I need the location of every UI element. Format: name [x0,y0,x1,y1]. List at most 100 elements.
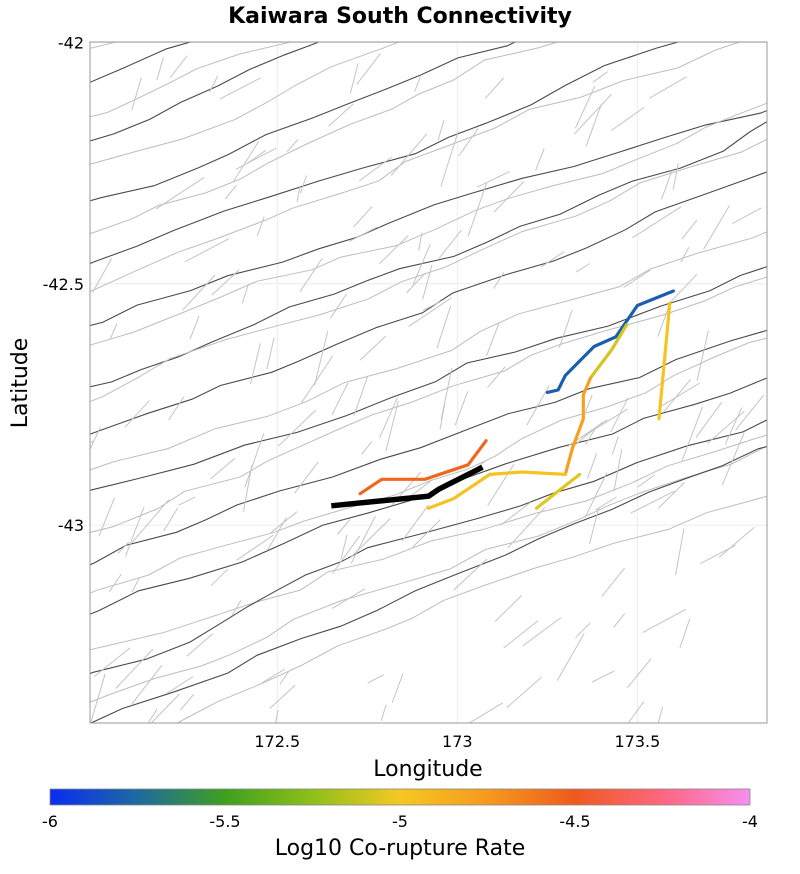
background-fault-trace [90,42,320,142]
background-fault-segment [378,235,409,265]
background-fault-segment [340,534,348,560]
background-fault-segment [131,664,163,705]
background-fault-segment [244,433,265,488]
background-fault-segment [436,305,452,349]
background-fault-trace [90,266,767,492]
background-fault-segment [627,658,652,689]
background-fault-segment [182,274,216,311]
background-fault-segment [487,366,506,388]
background-fault-segment [180,694,195,711]
colorbar [49,788,751,806]
background-fault-segment [718,526,755,558]
background-fault-segment [591,670,615,683]
background-fault-trace [90,42,681,265]
background-fault-segment [438,229,462,259]
background-fault-segment [109,323,118,340]
background-fault-segment [108,573,122,593]
background-fault-segment [437,120,445,141]
background-fault-segment [526,385,550,426]
background-fault-segment [256,216,265,237]
background-fault-trace [90,419,767,675]
background-fault-segment [408,297,452,328]
background-fault-segment [682,722,684,723]
background-fault-segment [269,684,296,709]
background-fault-segment [356,53,381,85]
background-fault-segment [632,206,682,239]
background-fault-segment [658,482,685,509]
plot-frame [89,41,768,724]
background-fault-trace [90,138,767,403]
background-fault-segment [484,77,504,99]
background-fault-segment [90,427,101,451]
background-fault-segment [337,519,351,535]
background-fault-segment [627,701,645,723]
background-fault-segment [274,709,279,723]
background-fault-segment [522,617,562,647]
background-fault-trace [90,434,767,651]
background-fault-segment [166,676,194,694]
background-fault-segment [585,104,602,147]
colorbar-tick-label: -4 [742,812,758,831]
background-fault-trace [90,102,767,347]
colorbar-ticks: -6 -5.5 -5 -4.5 -4 [42,812,758,831]
background-fault-segment [299,257,323,292]
background-fault-trace [90,120,767,388]
background-fault-segment [695,401,723,438]
background-fault-segment [279,670,290,685]
background-fault-segment [477,171,510,188]
background-fault-segment [574,93,612,135]
background-fault-segment [361,441,373,455]
background-fault-segment [231,600,242,616]
x-tick-label: 172.5 [254,732,300,751]
background-fault-segment [406,272,426,294]
background-fault-segment [331,382,349,416]
background-fault-segment [184,238,229,263]
background-fault-trace [90,42,560,235]
background-fault-segment [359,335,387,361]
background-fault-segment [92,258,113,293]
background-fault-segment [331,535,361,574]
background-fault-segment [630,490,675,514]
background-fault-segment [210,568,229,587]
background-fault-segment [348,226,378,242]
background-fault-segment [503,620,539,649]
background-fault-segment [391,673,404,704]
corupture-fault-trace [358,439,488,496]
y-axis-ticks: -42 -42.5 -43 [43,33,84,535]
background-fault-trace [90,42,193,83]
background-fault-segment [440,368,453,420]
background-fault-segment [454,391,469,426]
background-fault-segment [236,534,274,561]
background-fault-segment [540,251,565,268]
y-axis-label: Latitude [8,338,33,429]
background-fault-segment [150,693,180,723]
background-fault-segment [277,409,317,447]
background-fault-segment [601,567,626,597]
background-fault-segment [241,283,250,304]
background-fault-segment [623,269,651,288]
x-tick-label: 173 [442,732,473,751]
background-fault-trace [90,110,767,327]
y-tick-label: -43 [58,516,84,535]
background-fault-trace [90,42,742,292]
background-fault-segment [585,428,596,445]
background-fault-segment [637,474,656,488]
background-fault-segment [669,273,698,303]
background-fault-trace [90,42,292,118]
background-fault-segment [409,480,431,498]
background-fault-segment [661,170,673,200]
background-fault-segment [584,472,608,518]
background-fault-segment [493,272,505,289]
corupture-fault-trace [563,376,593,476]
background-fault-segment [353,206,373,228]
background-fault-segment [696,330,709,382]
background-fault-segment [328,103,354,127]
background-fault-segment [163,507,179,532]
background-fault-segment [535,148,545,171]
background-fault-segment [610,397,629,433]
background-fault-segment [147,708,158,723]
corupture-fault-trace [588,323,629,380]
x-tick-label: 173.5 [614,732,660,751]
